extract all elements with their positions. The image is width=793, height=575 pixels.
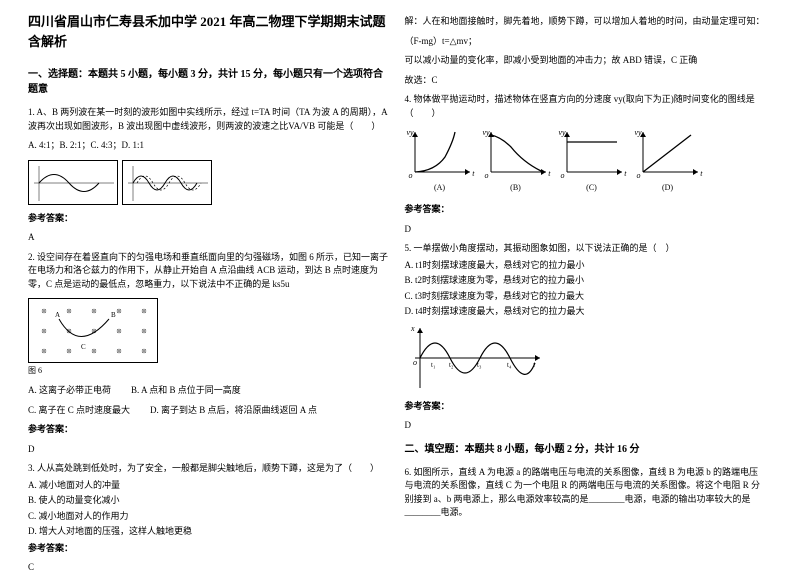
q3-options: A. 减小地面对人的冲量 B. 使人的动量变化减小 C. 减小地面对人的作用力 … [28, 479, 389, 539]
q5-optD: D. t4时刻摆球速度最大，悬线对它的拉力最大 [405, 305, 766, 319]
q3-ans-label: 参考答案： [28, 542, 389, 556]
svg-text:t₂: t₂ [449, 361, 454, 369]
exam-title: 四川省眉山市仁寿县禾加中学 2021 年高二物理下学期期末试题含解析 [28, 12, 389, 51]
q4-graphs: vy t o (A) vy t o (B) vy t o (C) [405, 127, 766, 182]
q5-text: 5. 一单摆做小角度摆动，其振动图象如图，以下说法正确的是（ ） [405, 242, 766, 256]
svg-text:A: A [55, 311, 60, 319]
graph-D: vy t o (D) [633, 127, 703, 182]
q5-optA: A. t1时刻摆球速度最大，悬线对它的拉力最小 [405, 259, 766, 273]
q4-ans-label: 参考答案： [405, 203, 766, 217]
expl-line1: 解：人在和地面接触时，脚先着地，顺势下蹲，可以增加人着地的时间，由动量定理可知： [405, 15, 766, 29]
q1-text: 1. A、B 两列波在某一时刻的波形如图中实线所示，经过 t=TA 时间（TA … [28, 106, 389, 133]
axis-vy-A: vy [407, 127, 414, 139]
axis-t-D: t [700, 168, 702, 180]
q2-ans-label: 参考答案： [28, 423, 389, 437]
q5-optB: B. t2时刻摆球速度为零，悬线对它的拉力最小 [405, 274, 766, 288]
axis-o-C: o [561, 170, 565, 182]
q3-optB: B. 使人的动量变化减小 [28, 494, 389, 508]
q5-ans-label: 参考答案： [405, 400, 766, 414]
q6-text: 6. 如图所示，直线 A 为电源 a 的路端电压与电流的关系图像，直线 B 为电… [405, 466, 766, 520]
q3-optD: D. 增大人对地面的压强，这样人触地更稳 [28, 525, 389, 539]
q5-optC: C. t3时刻摆球速度为零，悬线对它的拉力最大 [405, 290, 766, 304]
axis-vy-C: vy [559, 127, 566, 139]
axis-vy-D: vy [635, 127, 642, 139]
section1-heading: 一、选择题：本题共 5 小题，每小题 3 分，共计 15 分，每小题只有一个选项… [28, 67, 389, 97]
axis-o-D: o [637, 170, 641, 182]
label-C: (C) [557, 182, 627, 194]
q1-ans: A [28, 231, 389, 245]
q2-fig-label: 图 6 [28, 365, 389, 377]
q4-ans: D [405, 223, 766, 237]
q2-optD: D. 离子到达 B 点后，将沿原曲线返回 A 点 [150, 404, 317, 418]
left-column: 四川省眉山市仁寿县禾加中学 2021 年高二物理下学期期末试题含解析 一、选择题… [20, 12, 397, 549]
q3-optC: C. 减小地面对人的作用力 [28, 510, 389, 524]
svg-text:o: o [413, 358, 417, 367]
svg-text:t₄: t₄ [507, 361, 512, 369]
wave-B [122, 160, 212, 205]
svg-text:t₃: t₃ [477, 361, 482, 369]
expl-line2: （F-mg）t=△mv； [405, 35, 766, 49]
axis-vy-B: vy [483, 127, 490, 139]
graph-B: vy t o (B) [481, 127, 551, 182]
q2-opts-row2: C. 离子在 C 点时速度最大 D. 离子到达 B 点后，将沿原曲线返回 A 点 [28, 404, 389, 418]
expl-line3: 可以减小动量的变化率，即减小受到地面的冲击力；故 ABD 错误，C 正确 [405, 54, 766, 68]
q2-optA: A. 这离子必带正电荷 [28, 384, 111, 398]
q2-optC: C. 离子在 C 点时速度最大 [28, 404, 130, 418]
label-D: (D) [633, 182, 703, 194]
q1-figure [28, 160, 389, 205]
axis-t-C: t [624, 168, 626, 180]
q5-figure: x o t t₁ t₂ t₃ t₄ [405, 323, 545, 393]
q4-text: 4. 物体做平抛运动时，描述物体在竖直方向的分速度 vy(取向下为正)随时间变化… [405, 93, 766, 120]
graph-C: vy t o (C) [557, 127, 627, 182]
q3-optA: A. 减小地面对人的冲量 [28, 479, 389, 493]
q1-options: A. 4:1；B. 2:1；C. 4:3；D. 1:1 [28, 139, 389, 153]
q3-ans: C [28, 561, 389, 575]
svg-text:t: t [533, 360, 536, 369]
right-column: 解：人在和地面接触时，脚先着地，顺势下蹲，可以增加人着地的时间，由动量定理可知：… [397, 12, 774, 549]
q2-figure: A B C 图 6 [28, 298, 389, 377]
graph-A: vy t o (A) [405, 127, 475, 182]
axis-o-B: o [485, 170, 489, 182]
axis-t-A: t [472, 168, 474, 180]
q2-text: 2. 设空间存在着竖直向下的匀强电场和垂直纸面向里的匀强磁场，如图 6 所示，已… [28, 251, 389, 292]
q2-opts-row1: A. 这离子必带正电荷 B. A 点和 B 点位于同一高度 [28, 384, 389, 398]
svg-text:C: C [81, 343, 86, 351]
label-B: (B) [481, 182, 551, 194]
q1-ans-label: 参考答案： [28, 212, 389, 226]
q3-text: 3. 人从高处跳到低处时，为了安全，一般都是脚尖触地后，顺势下蹲，这是为了（ ） [28, 462, 389, 476]
axis-t-B: t [548, 168, 550, 180]
svg-text:t₁: t₁ [431, 361, 435, 369]
svg-text:x: x [410, 324, 415, 333]
svg-text:B: B [111, 311, 116, 319]
label-A: (A) [405, 182, 475, 194]
q5-options: A. t1时刻摆球速度最大，悬线对它的拉力最小 B. t2时刻摆球速度为零，悬线… [405, 259, 766, 319]
q2-ans: D [28, 443, 389, 457]
expl-line4: 故选：C [405, 74, 766, 88]
axis-o-A: o [409, 170, 413, 182]
q5-ans: D [405, 419, 766, 433]
q2-optB: B. A 点和 B 点位于同一高度 [131, 384, 241, 398]
section2-heading: 二、填空题：本题共 8 小题，每小题 2 分，共计 16 分 [405, 442, 766, 457]
wave-A [28, 160, 118, 205]
